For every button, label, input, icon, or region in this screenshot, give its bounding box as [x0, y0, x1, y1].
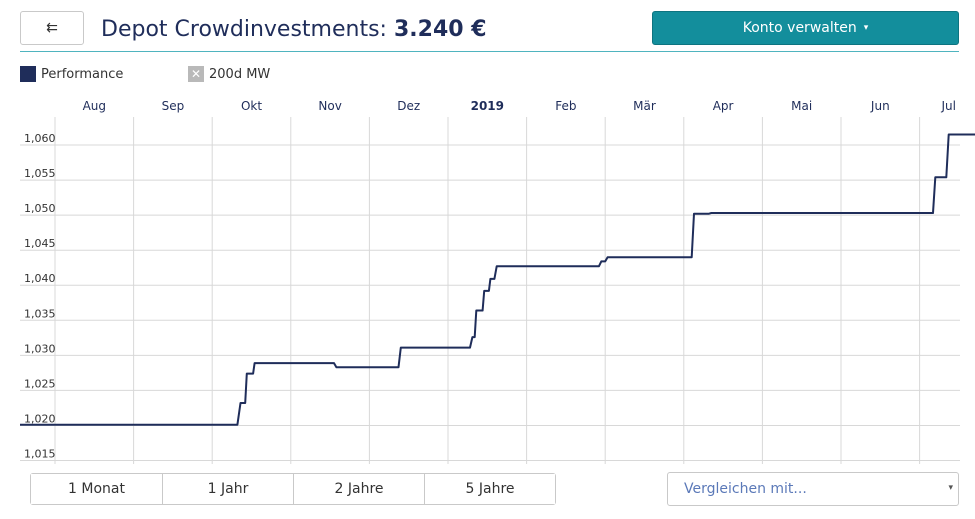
y-tick-label: 1,050	[24, 202, 56, 215]
x-tick-label: Aug	[83, 99, 106, 113]
disabled-series-icon: ✕	[188, 66, 204, 82]
x-tick-label: Jun	[870, 99, 890, 113]
range-1-year-button[interactable]: 1 Jahr	[162, 474, 293, 504]
page-title-label: Depot Crowdinvestments:	[101, 17, 387, 42]
compare-placeholder: Vergleichen mit...	[684, 481, 807, 497]
x-tick-label: Feb	[555, 99, 576, 113]
time-range-selector: 1 Monat 1 Jahr 2 Jahre 5 Jahre	[30, 473, 556, 505]
x-tick-label: Mai	[791, 99, 812, 113]
select-arrow-icon: ▾	[948, 483, 953, 493]
x-tick-label: Mär	[633, 99, 656, 113]
y-tick-label: 1,030	[24, 342, 56, 355]
page-title: Depot Crowdinvestments: 3.240 €	[101, 17, 487, 42]
x-tick-label: Jul	[941, 99, 956, 113]
legend-item-performance[interactable]: Performance	[20, 66, 123, 82]
legend-item-200d-mw[interactable]: ✕ 200d MW	[188, 66, 270, 82]
performance-swatch	[20, 66, 36, 82]
compare-select[interactable]: Vergleichen mit... ▾	[667, 472, 959, 506]
y-tick-label: 1,025	[24, 377, 56, 390]
y-tick-label: 1,060	[24, 132, 56, 145]
y-tick-label: 1,055	[24, 167, 56, 180]
series-line-performance	[20, 133, 975, 426]
back-arrow-icon: ⇇	[46, 20, 58, 36]
manage-account-button[interactable]: Konto verwalten ▾	[652, 11, 959, 45]
y-tick-label: 1,040	[24, 272, 56, 285]
header-divider	[20, 51, 959, 52]
x-tick-label: Dez	[397, 99, 420, 113]
caret-down-icon: ▾	[863, 23, 869, 33]
range-2-years-button[interactable]: 2 Jahre	[293, 474, 424, 504]
x-tick-label: Okt	[241, 99, 262, 113]
performance-chart: 1,015 1,020 1,025 1,030 1,035 1,040 1,045 1,050…	[20, 99, 975, 464]
legend-ma-label: 200d MW	[209, 66, 271, 82]
x-tick-label: Sep	[162, 99, 185, 113]
range-1-month-button[interactable]: 1 Monat	[31, 474, 162, 504]
x-tick-label: Apr	[713, 99, 734, 113]
depot-amount: 3.240 €	[393, 17, 487, 42]
y-tick-label: 1,035	[24, 307, 56, 320]
y-tick-label: 1,020	[24, 412, 56, 425]
y-tick-label: 1,045	[24, 237, 56, 250]
x-tick-label: 2019	[471, 99, 504, 113]
y-tick-label: 1,015	[24, 447, 56, 460]
range-5-years-button[interactable]: 5 Jahre	[424, 474, 555, 504]
manage-account-label: Konto verwalten	[742, 20, 857, 36]
back-button[interactable]: ⇇	[20, 11, 84, 45]
x-tick-label: Nov	[318, 99, 341, 113]
legend-performance-label: Performance	[41, 66, 124, 82]
